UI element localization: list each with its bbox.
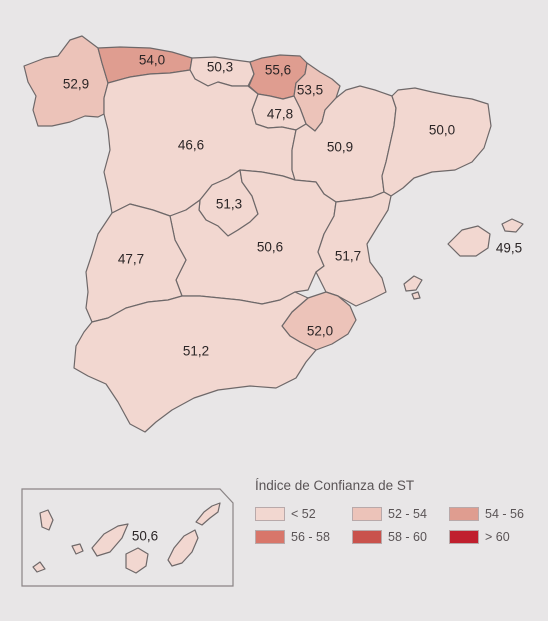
canary-islands-inset — [21, 488, 234, 587]
label-baleares: 49,5 — [496, 241, 522, 256]
legend-swatch — [255, 530, 285, 544]
region-canarias[interactable] — [32, 502, 221, 574]
label-navarra: 53,5 — [297, 83, 323, 98]
label-castilla-la-mancha: 50,6 — [257, 240, 283, 255]
region-cataluna[interactable] — [381, 87, 492, 197]
label-la-rioja: 47,8 — [267, 107, 293, 122]
label-canarias: 50,6 — [132, 529, 158, 544]
label-murcia: 52,0 — [307, 324, 333, 339]
legend-grid: < 52 52 - 54 54 - 56 56 - 58 58 - 60 > 6… — [255, 507, 535, 544]
legend-label: > 60 — [485, 530, 510, 544]
legend-label: < 52 — [291, 507, 316, 521]
label-valencia: 51,7 — [335, 249, 361, 264]
label-cantabria: 50,3 — [207, 60, 233, 75]
legend-label: 54 - 56 — [485, 507, 524, 521]
legend-item: > 60 — [449, 530, 535, 544]
label-castilla-leon: 46,6 — [178, 138, 204, 153]
legend-item: 54 - 56 — [449, 507, 535, 521]
legend-label: 52 - 54 — [388, 507, 427, 521]
label-extremadura: 47,7 — [118, 252, 144, 267]
legend-label: 56 - 58 — [291, 530, 330, 544]
label-madrid: 51,3 — [216, 197, 242, 212]
legend-title: Índice de Confianza de ST — [255, 478, 415, 493]
label-asturias: 54,0 — [139, 53, 165, 68]
label-pais-vasco: 55,6 — [265, 63, 291, 78]
region-baleares[interactable] — [403, 218, 524, 300]
legend-item: 58 - 60 — [352, 530, 449, 544]
legend-swatch — [352, 507, 382, 521]
legend-item: 56 - 58 — [255, 530, 352, 544]
legend-label: 58 - 60 — [388, 530, 427, 544]
inset-frame — [21, 488, 234, 587]
label-andalucia: 51,2 — [183, 344, 209, 359]
legend-swatch — [449, 530, 479, 544]
region-andalucia[interactable] — [73, 291, 317, 433]
legend-swatch — [352, 530, 382, 544]
label-galicia: 52,9 — [63, 77, 89, 92]
label-aragon: 50,9 — [327, 140, 353, 155]
legend: Índice de Confianza de ST < 52 52 - 54 5… — [255, 478, 535, 544]
legend-swatch — [449, 507, 479, 521]
label-cataluna: 50,0 — [429, 123, 455, 138]
legend-swatch — [255, 507, 285, 521]
legend-item: 52 - 54 — [352, 507, 449, 521]
legend-item: < 52 — [255, 507, 352, 521]
